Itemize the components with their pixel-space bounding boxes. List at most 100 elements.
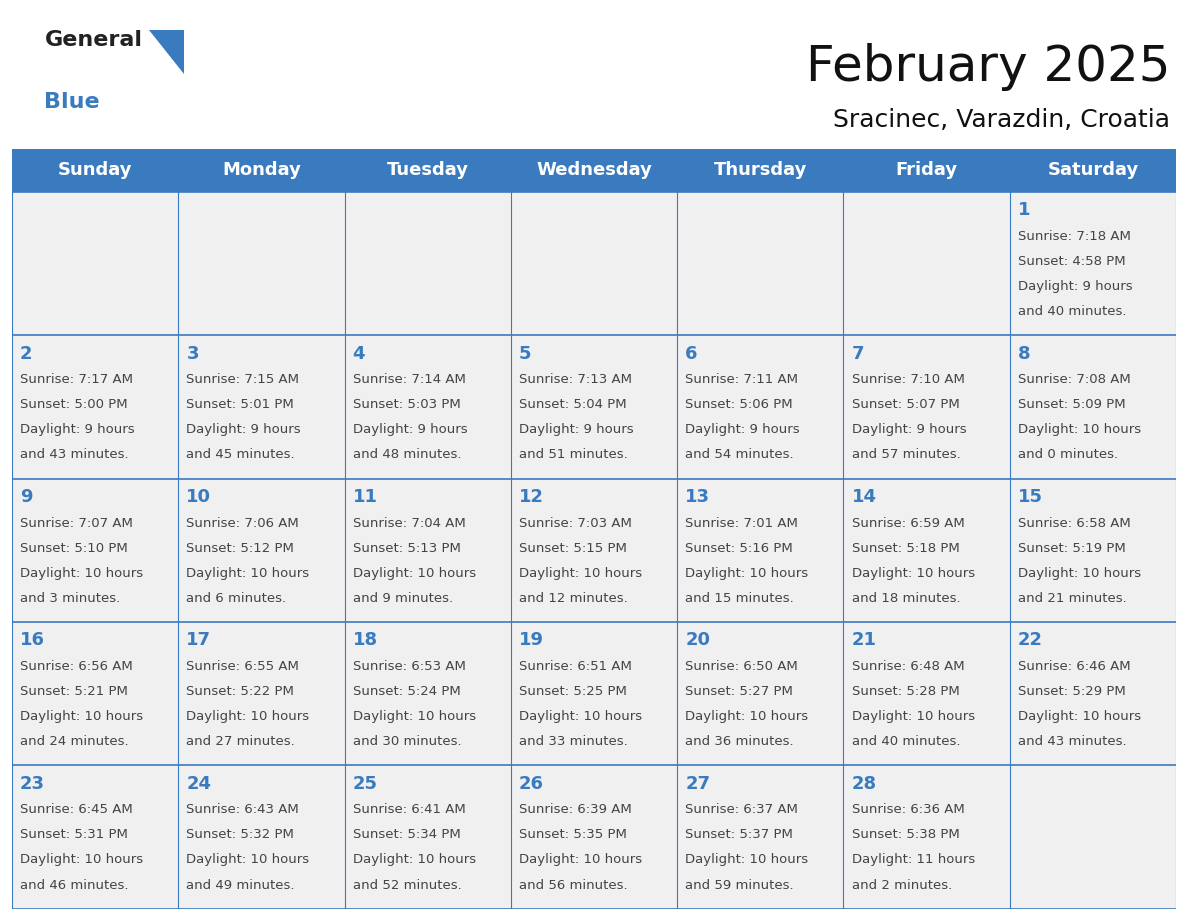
Text: Daylight: 10 hours: Daylight: 10 hours (1018, 711, 1142, 723)
Text: 19: 19 (519, 632, 544, 649)
Text: Sunrise: 7:07 AM: Sunrise: 7:07 AM (20, 517, 133, 530)
Bar (178, 192, 345, 335)
Text: Daylight: 10 hours: Daylight: 10 hours (1018, 423, 1142, 436)
Text: and 21 minutes.: and 21 minutes. (1018, 592, 1126, 605)
Bar (345, 192, 511, 335)
Bar (178, 479, 345, 622)
Bar (677, 766, 843, 909)
Text: and 3 minutes.: and 3 minutes. (20, 592, 120, 605)
Text: Sunset: 5:00 PM: Sunset: 5:00 PM (20, 398, 127, 411)
Text: 12: 12 (519, 487, 544, 506)
Text: Sunrise: 6:43 AM: Sunrise: 6:43 AM (187, 803, 299, 816)
Text: 8: 8 (1018, 344, 1030, 363)
Text: Sunrise: 6:46 AM: Sunrise: 6:46 AM (1018, 660, 1131, 673)
Bar (843, 192, 1010, 335)
Bar (843, 479, 1010, 622)
Text: Sunset: 5:10 PM: Sunset: 5:10 PM (20, 542, 128, 554)
Text: and 33 minutes.: and 33 minutes. (519, 735, 627, 748)
Text: 17: 17 (187, 632, 211, 649)
Bar (677, 335, 843, 479)
Text: Sunrise: 7:06 AM: Sunrise: 7:06 AM (187, 517, 299, 530)
Text: and 46 minutes.: and 46 minutes. (20, 879, 128, 891)
Text: Sunset: 5:27 PM: Sunset: 5:27 PM (685, 685, 794, 698)
Text: Sunrise: 7:13 AM: Sunrise: 7:13 AM (519, 374, 632, 386)
Text: 25: 25 (353, 775, 378, 792)
Bar (178, 766, 345, 909)
Text: and 56 minutes.: and 56 minutes. (519, 879, 627, 891)
Text: Wednesday: Wednesday (536, 162, 652, 179)
Bar (345, 622, 511, 766)
Bar (178, 335, 345, 479)
Text: Sunrise: 6:55 AM: Sunrise: 6:55 AM (187, 660, 299, 673)
Text: Daylight: 10 hours: Daylight: 10 hours (187, 854, 310, 867)
Text: 14: 14 (852, 487, 877, 506)
Bar (843, 766, 1010, 909)
Text: Sunrise: 7:15 AM: Sunrise: 7:15 AM (187, 374, 299, 386)
Text: and 15 minutes.: and 15 minutes. (685, 592, 794, 605)
Text: and 43 minutes.: and 43 minutes. (20, 449, 128, 462)
Text: and 51 minutes.: and 51 minutes. (519, 449, 627, 462)
Text: 28: 28 (852, 775, 877, 792)
Text: and 48 minutes.: and 48 minutes. (353, 449, 461, 462)
Text: and 12 minutes.: and 12 minutes. (519, 592, 627, 605)
Text: Sunrise: 6:53 AM: Sunrise: 6:53 AM (353, 660, 466, 673)
Bar (345, 335, 511, 479)
Text: 24: 24 (187, 775, 211, 792)
Text: Sunrise: 7:03 AM: Sunrise: 7:03 AM (519, 517, 632, 530)
Text: Sunset: 5:21 PM: Sunset: 5:21 PM (20, 685, 128, 698)
Text: 21: 21 (852, 632, 877, 649)
Text: Sunrise: 6:51 AM: Sunrise: 6:51 AM (519, 660, 632, 673)
Text: Daylight: 9 hours: Daylight: 9 hours (20, 423, 134, 436)
Text: Daylight: 10 hours: Daylight: 10 hours (852, 711, 975, 723)
Text: Blue: Blue (44, 92, 100, 112)
Text: and 27 minutes.: and 27 minutes. (187, 735, 295, 748)
Text: 6: 6 (685, 344, 697, 363)
Bar (1010, 766, 1176, 909)
Bar (511, 766, 677, 909)
Text: 10: 10 (187, 487, 211, 506)
Text: Sunset: 5:04 PM: Sunset: 5:04 PM (519, 398, 626, 411)
Text: Sunrise: 7:01 AM: Sunrise: 7:01 AM (685, 517, 798, 530)
Text: Sunrise: 6:39 AM: Sunrise: 6:39 AM (519, 803, 632, 816)
Text: Daylight: 10 hours: Daylight: 10 hours (852, 566, 975, 580)
Bar (511, 192, 677, 335)
Text: Sunset: 5:34 PM: Sunset: 5:34 PM (353, 828, 461, 841)
Text: Sunset: 5:13 PM: Sunset: 5:13 PM (353, 542, 461, 554)
Text: Sunrise: 7:18 AM: Sunrise: 7:18 AM (1018, 230, 1131, 243)
Text: and 6 minutes.: and 6 minutes. (187, 592, 286, 605)
Text: 22: 22 (1018, 632, 1043, 649)
Text: Sunrise: 7:17 AM: Sunrise: 7:17 AM (20, 374, 133, 386)
Text: Daylight: 10 hours: Daylight: 10 hours (685, 566, 809, 580)
Bar (178, 622, 345, 766)
Text: Friday: Friday (896, 162, 958, 179)
Text: 18: 18 (353, 632, 378, 649)
Text: Saturday: Saturday (1048, 162, 1138, 179)
Text: 4: 4 (353, 344, 365, 363)
Bar (12, 479, 178, 622)
Text: Sunset: 5:37 PM: Sunset: 5:37 PM (685, 828, 794, 841)
Text: 5: 5 (519, 344, 531, 363)
Text: Sunset: 5:24 PM: Sunset: 5:24 PM (353, 685, 461, 698)
Text: and 18 minutes.: and 18 minutes. (852, 592, 960, 605)
Text: Sunset: 4:58 PM: Sunset: 4:58 PM (1018, 255, 1125, 268)
Text: and 52 minutes.: and 52 minutes. (353, 879, 461, 891)
Text: Daylight: 10 hours: Daylight: 10 hours (353, 566, 476, 580)
Text: Sunset: 5:32 PM: Sunset: 5:32 PM (187, 828, 295, 841)
Bar (843, 622, 1010, 766)
Text: 7: 7 (852, 344, 864, 363)
Text: General: General (44, 30, 143, 50)
Text: and 40 minutes.: and 40 minutes. (1018, 305, 1126, 319)
Text: Sunrise: 7:14 AM: Sunrise: 7:14 AM (353, 374, 466, 386)
Text: Sunset: 5:18 PM: Sunset: 5:18 PM (852, 542, 960, 554)
Text: Tuesday: Tuesday (386, 162, 469, 179)
Text: Sunrise: 6:48 AM: Sunrise: 6:48 AM (852, 660, 965, 673)
Text: Sunrise: 7:10 AM: Sunrise: 7:10 AM (852, 374, 965, 386)
Text: Sunrise: 6:45 AM: Sunrise: 6:45 AM (20, 803, 133, 816)
Text: Sunset: 5:06 PM: Sunset: 5:06 PM (685, 398, 792, 411)
Text: Sunset: 5:29 PM: Sunset: 5:29 PM (1018, 685, 1126, 698)
Text: Daylight: 10 hours: Daylight: 10 hours (685, 711, 809, 723)
Text: Daylight: 10 hours: Daylight: 10 hours (20, 711, 144, 723)
Bar (1010, 622, 1176, 766)
Text: and 30 minutes.: and 30 minutes. (353, 735, 461, 748)
Text: 1: 1 (1018, 201, 1030, 219)
